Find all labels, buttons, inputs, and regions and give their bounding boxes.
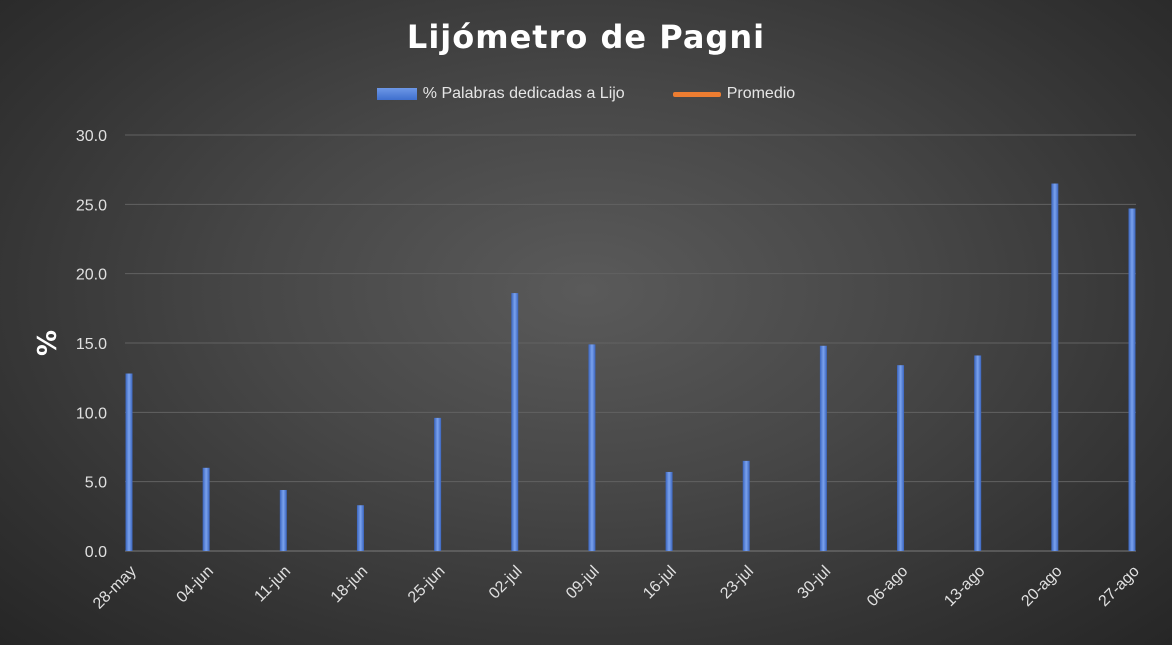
x-tick-label: 09-jul xyxy=(563,563,603,603)
legend: % Palabras dedicadas a Lijo Promedio xyxy=(0,85,1172,103)
x-tick-label: 11-jun xyxy=(251,563,294,606)
y-tick-label: 20.0 xyxy=(76,267,107,284)
y-tick-label: 30.0 xyxy=(76,128,107,145)
y-tick-label: 5.0 xyxy=(85,475,107,492)
x-tick-label: 16-jul xyxy=(640,563,680,603)
bar-06-ago xyxy=(897,365,905,551)
legend-swatch-average xyxy=(672,91,721,97)
x-tick-label: 20-ago xyxy=(1018,563,1065,610)
legend-item-bars: % Palabras dedicadas a Lijo xyxy=(376,85,625,103)
x-tick-label: 04-jun xyxy=(174,563,217,606)
bar-09-jul xyxy=(588,344,596,551)
x-tick-label: 23-jul xyxy=(717,563,757,603)
bar-13-ago xyxy=(974,355,982,551)
bar-16-jul xyxy=(665,471,673,551)
bar-30-jul xyxy=(819,345,827,551)
y-tick-label: 15.0 xyxy=(76,336,107,353)
x-tick-label: 27-ago xyxy=(1096,563,1143,610)
legend-label-average: Promedio xyxy=(726,85,796,102)
chart-title: Lijómetro de Pagni xyxy=(406,18,766,56)
x-tick-label: 18-jun xyxy=(328,563,371,606)
x-tick-label: 13-ago xyxy=(941,563,988,610)
y-tick-label: 10.0 xyxy=(76,405,107,422)
x-tick-label: 02-jul xyxy=(486,563,526,603)
bar-02-jul xyxy=(511,293,519,551)
x-tick-label: 28-may xyxy=(90,563,140,613)
x-tick-label: 06-ago xyxy=(864,563,911,610)
y-tick-label: 25.0 xyxy=(76,197,107,214)
bar-04-jun xyxy=(202,467,210,551)
bar-25-jun xyxy=(434,417,442,551)
legend-item-average: Promedio xyxy=(672,85,796,103)
x-tick-label: 30-jul xyxy=(795,563,835,603)
bar-23-jul xyxy=(742,460,750,551)
bar-28-may xyxy=(125,373,133,551)
bar-18-jun xyxy=(356,505,364,551)
bar-20-ago xyxy=(1051,183,1059,552)
x-tick-label: 25-jun xyxy=(405,563,448,606)
legend-label-bars: % Palabras dedicadas a Lijo xyxy=(422,85,625,102)
legend-swatch-bars xyxy=(376,88,417,100)
bar-27-ago xyxy=(1128,208,1136,551)
y-tick-label: 0.0 xyxy=(85,544,107,561)
y-axis-label: % xyxy=(33,330,63,356)
bar-11-jun xyxy=(279,489,287,551)
